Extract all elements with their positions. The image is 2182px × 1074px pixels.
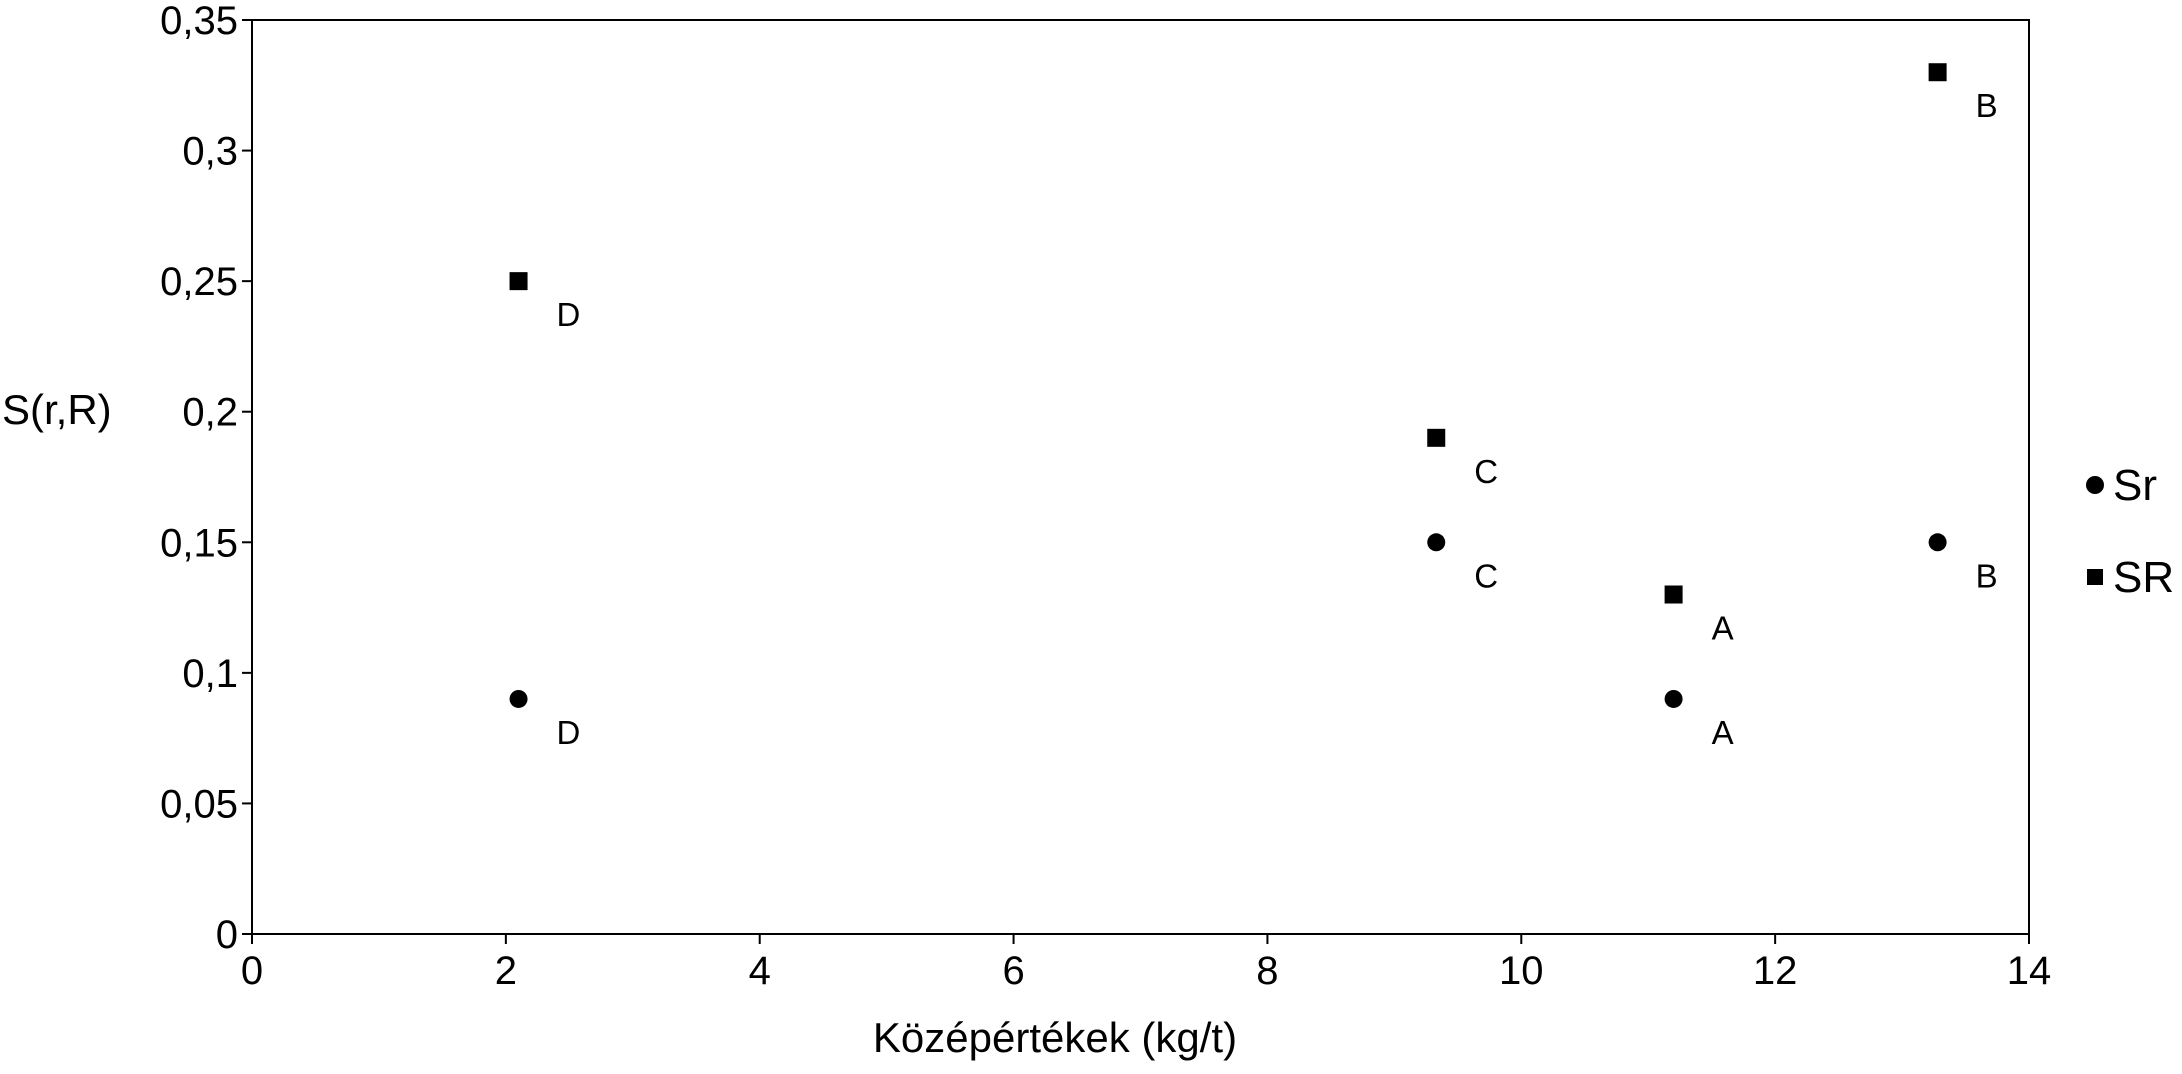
point-label: A <box>1712 610 1734 647</box>
x-tick-label: 10 <box>1499 949 1544 993</box>
x-axis-title: Középértékek (kg/t) <box>873 1014 1237 1061</box>
point-sr-d <box>509 689 528 708</box>
x-tick-label: 14 <box>2007 949 2052 993</box>
y-tick-label: 0,35 <box>160 0 238 43</box>
legend-label: Sr <box>2113 461 2157 510</box>
y-tick-label: 0,1 <box>182 652 238 696</box>
point-label: C <box>1474 453 1498 490</box>
y-tick-label: 0 <box>216 913 238 957</box>
x-axis: 0 2 4 6 8 10 12 14 <box>241 934 2051 993</box>
x-tick-label: 6 <box>1002 949 1024 993</box>
point-sr-b <box>1928 63 1947 82</box>
point-sr-a <box>1664 585 1683 604</box>
point-label: D <box>557 714 581 751</box>
point-sr-c <box>1427 533 1446 552</box>
y-axis-title: S(r,R) <box>2 386 112 433</box>
legend: Sr SR <box>2086 461 2174 602</box>
point-sr-a <box>1664 689 1683 708</box>
point-sr-b <box>1928 533 1947 552</box>
x-tick-label: 4 <box>749 949 771 993</box>
point-label: C <box>1474 557 1498 594</box>
y-tick-label: 0,15 <box>160 521 238 565</box>
x-tick-label: 8 <box>1256 949 1278 993</box>
x-tick-label: 2 <box>495 949 517 993</box>
y-tick-label: 0,05 <box>160 782 238 826</box>
y-tick-label: 0,25 <box>160 260 238 304</box>
legend-label: SR <box>2113 553 2174 602</box>
legend-marker-circle <box>2086 476 2104 494</box>
point-sr-d <box>509 272 528 291</box>
point-label: B <box>1976 557 1998 594</box>
point-label: A <box>1712 714 1734 751</box>
x-tick-label: 12 <box>1753 949 1798 993</box>
plot-area-frame <box>251 19 2030 935</box>
point-label: B <box>1976 87 1998 124</box>
y-axis: 0 0,05 0,1 0,15 0,2 0,25 0,3 0,35 <box>160 0 252 957</box>
data-points: D C A B D C A B <box>509 63 1998 751</box>
legend-marker-square <box>2087 569 2103 585</box>
point-label: D <box>557 296 581 333</box>
point-sr-c <box>1427 428 1446 447</box>
x-tick-label: 0 <box>241 949 263 993</box>
y-tick-label: 0,2 <box>182 391 238 435</box>
y-tick-label: 0,3 <box>182 130 238 174</box>
